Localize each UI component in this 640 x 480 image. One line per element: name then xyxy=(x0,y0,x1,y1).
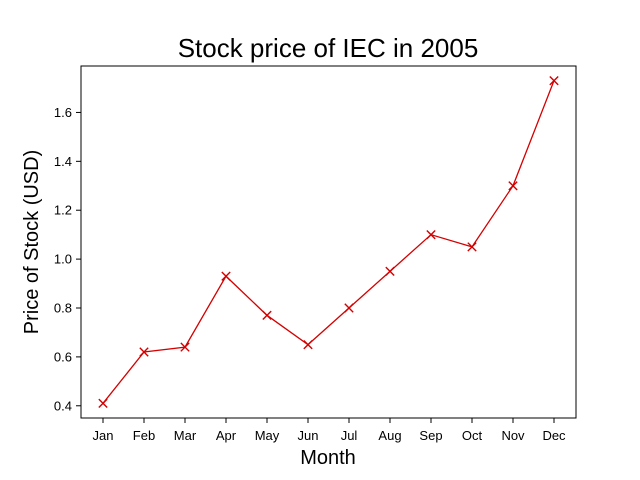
data-point-marker xyxy=(98,398,108,409)
y-tick-label: 0.4 xyxy=(54,398,72,413)
x-tick-label: Sep xyxy=(419,428,442,443)
x-tick-label: May xyxy=(255,428,280,443)
data-point-marker xyxy=(139,347,149,357)
y-axis: 0.4 0.6 0.8 1.0 1.2 1.4 1.6 xyxy=(54,105,81,413)
marker-stroke xyxy=(344,303,354,313)
marker-stroke xyxy=(426,229,436,240)
series-line xyxy=(102,80,555,404)
x-tick-label: Feb xyxy=(133,428,155,443)
data-point-marker xyxy=(344,303,354,313)
marker-stroke xyxy=(385,266,395,277)
data-point-marker xyxy=(467,242,477,252)
y-tick-label: 0.8 xyxy=(54,301,72,316)
x-tick-label: Apr xyxy=(216,428,237,443)
marker-stroke xyxy=(221,271,231,281)
x-tick-label: Nov xyxy=(501,428,525,443)
data-point-marker xyxy=(385,266,395,277)
data-point-marker xyxy=(262,310,272,321)
data-point-marker xyxy=(549,75,559,86)
data-point-marker xyxy=(426,229,436,240)
x-axis-label: Month xyxy=(300,447,356,469)
x-axis: Jan Feb Mar Apr May Jun Jul Aug Sep Oct Nov Dec xyxy=(93,418,566,443)
x-tick-label: Jan xyxy=(93,428,114,443)
y-tick-label: 1.0 xyxy=(54,252,72,267)
data-point-marker xyxy=(508,181,518,191)
marker-stroke xyxy=(180,342,190,352)
marker-stroke xyxy=(303,339,313,350)
marker-stroke xyxy=(98,398,108,409)
y-axis-label: Price of Stock (USD) xyxy=(21,150,43,334)
data-point-marker xyxy=(180,342,190,352)
x-tick-label: Aug xyxy=(378,428,401,443)
marker-stroke xyxy=(549,75,559,86)
x-tick-label: Jun xyxy=(298,428,319,443)
series-layer xyxy=(98,75,559,409)
y-tick-label: 1.4 xyxy=(54,154,72,169)
marker-stroke xyxy=(467,242,477,252)
x-tick-label: Jul xyxy=(341,428,358,443)
y-tick-label: 0.6 xyxy=(54,349,72,364)
marker-stroke xyxy=(508,181,518,191)
data-point-marker xyxy=(221,271,231,281)
data-point-marker xyxy=(303,339,313,350)
y-tick-label: 1.6 xyxy=(54,105,72,120)
x-tick-label: Oct xyxy=(462,428,483,443)
marker-stroke xyxy=(139,347,149,357)
marker-stroke xyxy=(262,310,272,321)
x-tick-label: Mar xyxy=(174,428,197,443)
y-tick-label: 1.2 xyxy=(54,203,72,218)
plot-area-frame xyxy=(80,65,577,419)
x-tick-label: Dec xyxy=(542,428,566,443)
chart-title: Stock price of IEC in 2005 xyxy=(178,33,479,63)
